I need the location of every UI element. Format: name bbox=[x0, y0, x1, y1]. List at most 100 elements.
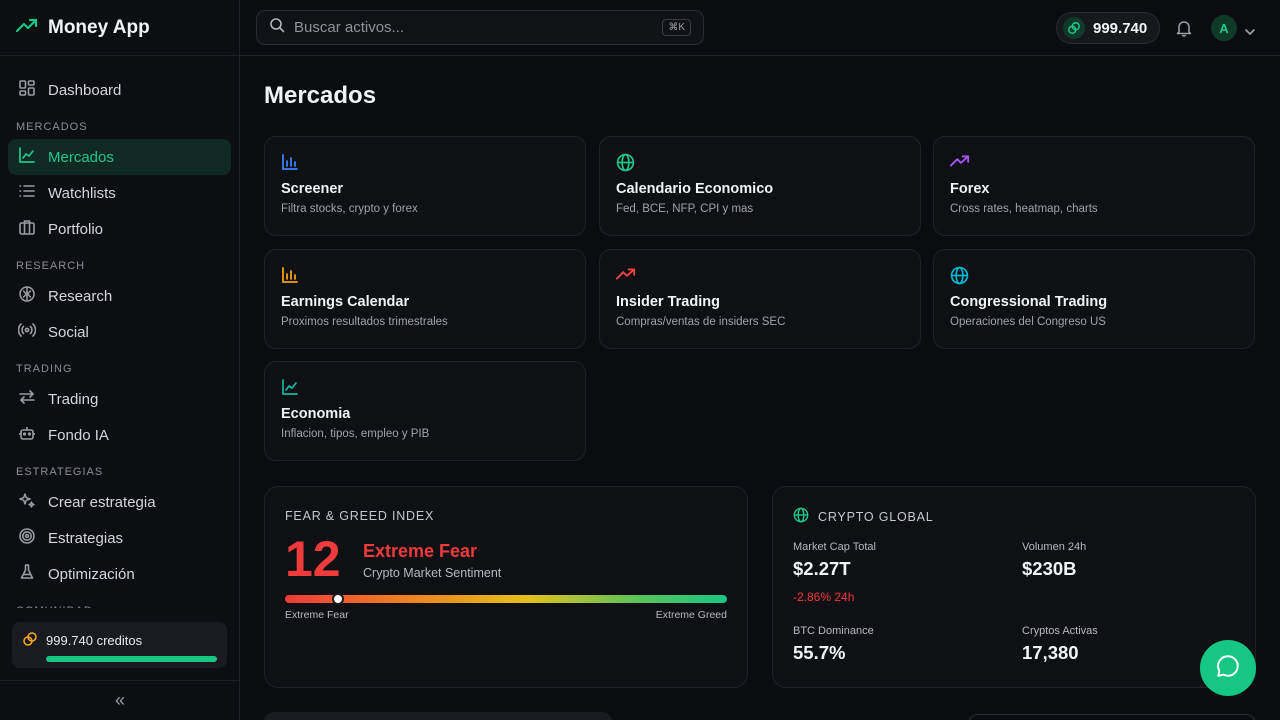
stat-label: Market Cap Total bbox=[793, 541, 876, 553]
sidebar-item-label: Estrategias bbox=[48, 529, 124, 547]
credits-box[interactable]: 999.740 creditos bbox=[12, 622, 227, 668]
stat-value: 55.7% bbox=[793, 642, 846, 663]
sidebar-item-estrategias[interactable]: Estrategias bbox=[8, 520, 231, 556]
balance-value: 999.740 bbox=[1093, 19, 1148, 37]
search-box[interactable]: ⌘K bbox=[256, 10, 704, 45]
section-label-comunidad: COMUNIDAD bbox=[8, 592, 231, 608]
card-desc: Compras/ventas de insiders SEC bbox=[616, 316, 786, 328]
sidebar-item-label: Dashboard bbox=[48, 81, 122, 99]
chart-line-icon bbox=[281, 378, 569, 398]
chat-button[interactable] bbox=[1200, 640, 1256, 696]
credits-progress-bar bbox=[46, 656, 217, 662]
search-input[interactable] bbox=[294, 19, 654, 36]
fear-greed-status: Extreme Fear bbox=[363, 541, 478, 561]
search-shortcut-badge: ⌘K bbox=[662, 19, 691, 36]
tab-bar-partial[interactable] bbox=[264, 712, 612, 720]
stat-value: $2.27T bbox=[793, 558, 851, 579]
card-congressional-trading[interactable]: Congressional Trading Operaciones del Co… bbox=[933, 249, 1255, 349]
sidebar-item-label: Social bbox=[48, 323, 89, 341]
dashboard-icon bbox=[18, 79, 36, 101]
btc-dominance-stat: BTC Dominance 55.7% bbox=[793, 625, 874, 664]
fear-greed-max-label: Extreme Greed bbox=[655, 609, 727, 621]
card-title: Economia bbox=[281, 406, 351, 422]
sidebar: Money App Dashboard MERCADOS Mercados Wa… bbox=[0, 0, 240, 720]
target-icon bbox=[18, 527, 36, 549]
card-economia[interactable]: Economia Inflacion, tipos, empleo y PIB bbox=[264, 361, 586, 461]
bot-icon bbox=[18, 424, 36, 446]
bell-icon[interactable] bbox=[1175, 19, 1193, 42]
card-title: Screener bbox=[281, 181, 344, 197]
stat-value: 17,380 bbox=[1022, 642, 1079, 663]
brand[interactable]: Money App bbox=[0, 0, 239, 56]
card-title: Insider Trading bbox=[616, 294, 720, 310]
flask-icon bbox=[18, 563, 36, 585]
stat-label: BTC Dominance bbox=[793, 625, 874, 637]
section-label-mercados: MERCADOS bbox=[16, 121, 88, 133]
search-icon bbox=[269, 17, 285, 38]
card-desc: Proximos resultados trimestrales bbox=[281, 316, 448, 328]
card-screener[interactable]: Screener Filtra stocks, crypto y forex bbox=[264, 136, 586, 236]
volume-stat: Volumen 24h $230B bbox=[1022, 541, 1086, 580]
globe-icon bbox=[950, 266, 1238, 286]
card-title: Congressional Trading bbox=[950, 294, 1108, 310]
sidebar-item-watchlists[interactable]: Watchlists bbox=[8, 175, 231, 211]
chevron-down-icon[interactable] bbox=[1244, 23, 1256, 41]
bar-chart-icon bbox=[281, 266, 569, 286]
globe-icon bbox=[793, 507, 809, 526]
section-label-research: RESEARCH bbox=[16, 260, 86, 272]
sidebar-item-social[interactable]: Social bbox=[8, 314, 231, 350]
fear-greed-gauge-bar bbox=[285, 595, 727, 603]
sidebar-item-portfolio[interactable]: Portfolio bbox=[8, 211, 231, 247]
brain-icon bbox=[18, 285, 36, 307]
sidebar-item-label: Optimización bbox=[48, 565, 135, 583]
page-title: Mercados bbox=[264, 82, 377, 109]
avatar[interactable]: A bbox=[1211, 15, 1237, 41]
trending-up-logo-icon bbox=[15, 17, 38, 38]
sidebar-item-dashboard[interactable]: Dashboard bbox=[8, 72, 231, 108]
card-desc: Fed, BCE, NFP, CPI y mas bbox=[616, 203, 754, 215]
sidebar-item-label: Mercados bbox=[48, 148, 114, 166]
filter-box-partial[interactable] bbox=[968, 714, 1256, 720]
sidebar-item-fondo-ia[interactable]: Fondo IA bbox=[8, 417, 231, 453]
card-desc: Inflacion, tipos, empleo y PIB bbox=[281, 428, 430, 440]
sidebar-item-trading[interactable]: Trading bbox=[8, 381, 231, 417]
card-calendario-economico[interactable]: Calendario Economico Fed, BCE, NFP, CPI … bbox=[599, 136, 921, 236]
briefcase-icon bbox=[18, 218, 36, 240]
fear-greed-gauge-knob bbox=[332, 593, 345, 605]
card-desc: Cross rates, heatmap, charts bbox=[950, 203, 1098, 215]
card-title: Calendario Economico bbox=[616, 181, 774, 197]
card-insider-trading[interactable]: Insider Trading Compras/ventas de inside… bbox=[599, 249, 921, 349]
fear-greed-title: FEAR & GREED INDEX bbox=[285, 509, 435, 523]
coins-icon bbox=[22, 631, 38, 650]
sidebar-item-label: Watchlists bbox=[48, 184, 116, 202]
list-icon bbox=[18, 182, 36, 204]
globe-icon bbox=[616, 153, 904, 173]
sidebar-item-label: Research bbox=[48, 287, 113, 305]
chevrons-left-icon: « bbox=[114, 690, 125, 710]
chat-bubble-icon bbox=[1215, 653, 1241, 684]
balance-pill[interactable]: 999.740 bbox=[1056, 12, 1160, 44]
stat-value: $230B bbox=[1022, 558, 1077, 579]
sidebar-item-mercados[interactable]: Mercados bbox=[8, 139, 231, 175]
topbar: ⌘K 999.740 A bbox=[240, 0, 1280, 56]
card-title: Forex bbox=[950, 181, 990, 197]
card-forex[interactable]: Forex Cross rates, heatmap, charts bbox=[933, 136, 1255, 236]
fear-greed-min-label: Extreme Fear bbox=[285, 609, 349, 621]
credits-label: 999.740 creditos bbox=[46, 633, 143, 648]
sidebar-item-crear-estrategia[interactable]: Crear estrategia bbox=[8, 484, 231, 520]
sidebar-item-research[interactable]: Research bbox=[8, 278, 231, 314]
card-desc: Operaciones del Congreso US bbox=[950, 316, 1106, 328]
section-label-trading: TRADING bbox=[16, 363, 73, 375]
section-label-estrategias: ESTRATEGIAS bbox=[16, 466, 104, 478]
bar-chart-icon bbox=[281, 153, 569, 173]
card-desc: Filtra stocks, crypto y forex bbox=[281, 203, 418, 215]
card-earnings-calendar[interactable]: Earnings Calendar Proximos resultados tr… bbox=[264, 249, 586, 349]
stat-label: Cryptos Activas bbox=[1022, 625, 1098, 637]
crypto-global-title: CRYPTO GLOBAL bbox=[818, 509, 934, 524]
fear-greed-value: 12 bbox=[285, 531, 341, 587]
sparkles-icon bbox=[18, 491, 36, 513]
collapse-sidebar-button[interactable]: « bbox=[0, 680, 240, 720]
crypto-global-panel: CRYPTO GLOBAL Market Cap Total $2.27T -2… bbox=[772, 486, 1256, 688]
sidebar-item-optimizacion[interactable]: Optimización bbox=[8, 556, 231, 592]
brand-name: Money App bbox=[48, 16, 150, 38]
